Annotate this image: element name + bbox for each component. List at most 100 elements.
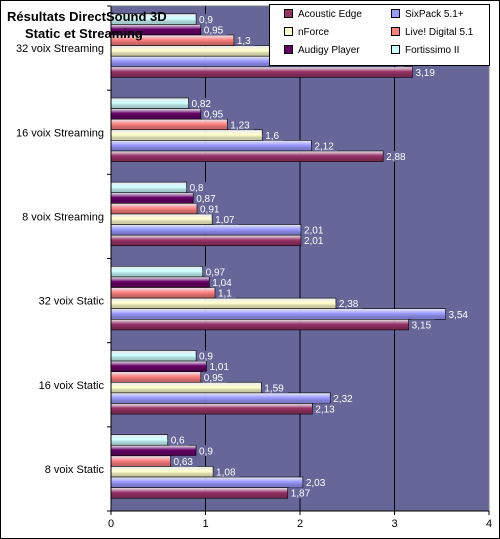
legend-item-nforce: nForce — [284, 26, 330, 39]
legend-label: Fortissimo II — [405, 45, 460, 56]
data-label: 1,07 — [215, 215, 235, 226]
legend-label: SixPack 5.1+ — [405, 9, 464, 20]
bar-shade-sixpack-5-1 — [111, 482, 303, 488]
data-label: 1,1 — [218, 289, 232, 300]
bar-shade-live-digital-5-1 — [111, 124, 228, 130]
bar-shade-acoustic-edge — [111, 324, 409, 330]
data-label-bg — [198, 350, 217, 362]
bar-shade-fortissimo-ii — [111, 355, 197, 362]
x-tick-label: 3 — [391, 518, 397, 530]
data-label-bg — [198, 445, 217, 456]
chart-title: Résultats DirectSound 3D — [7, 9, 167, 24]
data-label: 2,88 — [386, 152, 406, 163]
bar-shade-sixpack-5-1 — [111, 314, 446, 320]
data-label: 0,82 — [191, 99, 211, 110]
x-tick-label: 2 — [297, 518, 303, 530]
data-label: 0,91 — [200, 204, 220, 215]
data-label: 2,13 — [315, 405, 335, 416]
legend-label: Audigy Player — [298, 45, 360, 56]
data-label: 2,01 — [304, 236, 324, 247]
legend-swatch — [391, 44, 400, 54]
data-label-bg — [447, 308, 472, 320]
bar-shade-live-digital-5-1 — [111, 40, 234, 46]
legend: Acoustic Edge SixPack 5.1+ nForce Live! Dig… — [269, 4, 490, 66]
data-label-bg — [216, 287, 236, 299]
x-tick-label: 0 — [108, 518, 114, 530]
axes: 32 voix Streaming 16 voix Streaming 8 voix… — [16, 5, 492, 530]
bar-shade-nforce — [111, 471, 214, 478]
data-label: 0,9 — [199, 15, 213, 26]
bar-shade-acoustic-edge — [111, 156, 384, 162]
bar-shade-fortissimo-ii — [111, 19, 197, 25]
legend-item-audigy-player: Audigy Player — [284, 44, 360, 57]
data-label: 0,9 — [199, 446, 213, 457]
data-label-bg — [202, 108, 228, 120]
bar-shade-audigy-player — [111, 282, 210, 288]
data-label: 0,95 — [204, 110, 224, 121]
category-label: 16 voix Static — [39, 380, 105, 392]
data-label-bg — [215, 466, 240, 478]
data-label: 0,95 — [204, 26, 224, 37]
data-label-bg — [332, 392, 357, 404]
data-label: 2,03 — [306, 478, 326, 489]
data-label-bg — [235, 35, 255, 46]
data-label: 0,9 — [199, 352, 213, 363]
data-label: 1,87 — [291, 489, 311, 500]
legend-swatch — [284, 8, 293, 18]
bar-shade-acoustic-edge — [111, 408, 313, 415]
data-label-bg — [263, 382, 288, 393]
data-label: 0,97 — [206, 267, 226, 278]
bar-shade-audigy-player — [111, 198, 194, 204]
category-label: 32 voix Streaming — [16, 43, 104, 55]
data-label: 2,32 — [333, 394, 353, 405]
bar-shade-live-digital-5-1 — [111, 376, 201, 383]
bar-shade-sixpack-5-1 — [111, 145, 312, 151]
bar-shade-acoustic-edge — [111, 492, 288, 499]
data-label: 0,95 — [204, 373, 224, 384]
x-tick-label: 4 — [486, 518, 492, 530]
category-label: 8 voix Static — [45, 464, 105, 476]
data-label: 2,01 — [304, 226, 324, 237]
data-label-bg — [198, 13, 217, 25]
x-tick-label: 1 — [202, 518, 208, 530]
bar-shade-live-digital-5-1 — [111, 208, 197, 214]
bar-shade-fortissimo-ii — [111, 439, 168, 446]
data-label-bg — [202, 371, 228, 383]
data-label-bg — [313, 140, 338, 151]
bar-shade-live-digital-5-1 — [111, 461, 171, 467]
legend-item-acoustic-edge: Acoustic Edge — [284, 8, 362, 21]
data-label-bg — [302, 224, 328, 236]
data-label-bg — [195, 192, 220, 204]
data-label: 3,19 — [415, 68, 435, 79]
data-label-bg — [337, 298, 363, 309]
bar-shade-fortissimo-ii — [111, 271, 203, 277]
data-label: 1,59 — [264, 383, 284, 394]
legend-label: nForce — [298, 27, 330, 38]
bar-shade-sixpack-5-1 — [111, 61, 395, 67]
bar-shade-acoustic-edge — [111, 72, 413, 78]
legend-label: Acoustic Edge — [298, 9, 362, 20]
bar-shade-nforce — [111, 219, 213, 225]
bar-shade-audigy-player — [111, 113, 201, 120]
data-label: 0,6 — [171, 436, 185, 447]
bar-shade-nforce — [111, 387, 262, 393]
bar-shade-audigy-player — [111, 450, 197, 456]
data-label: 1,08 — [216, 468, 236, 479]
bar-shade-nforce — [111, 303, 336, 309]
data-label-bg — [190, 97, 215, 109]
chart-subtitle: Static et Streaming — [25, 26, 143, 41]
data-label: 1,6 — [265, 131, 279, 142]
data-label: 1,23 — [230, 120, 250, 131]
legend-swatch — [284, 26, 293, 36]
bar-shade-nforce — [111, 50, 338, 57]
data-label-bg — [211, 276, 236, 288]
data-label-bg — [208, 361, 233, 372]
category-label: 32 voix Static — [39, 296, 105, 308]
data-labels: 0,90,951,32,433,190,820,951,231,62,122,8… — [169, 13, 472, 500]
data-label-bg — [304, 477, 330, 488]
bar-shade-live-digital-5-1 — [111, 292, 215, 299]
data-label-bg — [302, 235, 328, 246]
legend-item-sixpack-5-1: SixPack 5.1+ — [391, 8, 464, 21]
